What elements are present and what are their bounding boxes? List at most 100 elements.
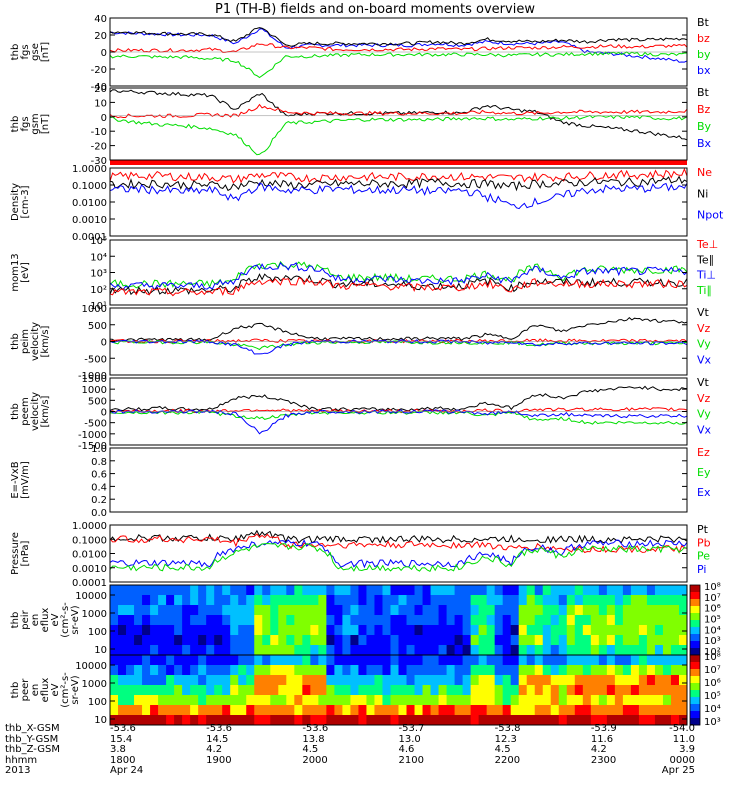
heatmap-cell: [214, 655, 223, 666]
heatmap-cell: [510, 665, 520, 676]
heatmap-cell: [350, 645, 359, 656]
panel-frame: [109, 239, 688, 306]
heatmap-cell: [406, 625, 416, 636]
heatmap-cell: [462, 645, 472, 656]
series-line-blue: [109, 261, 688, 291]
y-tick-label: 0: [101, 408, 107, 419]
heatmap-cell: [126, 685, 135, 696]
heatmap-cell: [598, 645, 608, 656]
heatmap-cell: [438, 635, 448, 646]
heatmap-cell: [654, 715, 664, 726]
heatmap-cell: [318, 665, 327, 676]
time-axis-value: -53.6: [110, 723, 136, 734]
heatmap-cell: [366, 625, 375, 636]
heatmap-cell: [486, 715, 496, 726]
colorbar-step: [690, 599, 700, 603]
heatmap-cell: [110, 685, 119, 696]
heatmap-cell: [534, 595, 544, 606]
heatmap-cell: [630, 625, 640, 636]
legend-entry: Vx: [697, 353, 712, 366]
heatmap-cell: [246, 595, 255, 606]
heatmap-cell: [574, 605, 584, 616]
heatmap-cell: [342, 705, 351, 716]
heatmap-cell: [654, 585, 664, 596]
heatmap-cell: [110, 585, 119, 596]
heatmap-cell: [206, 685, 215, 696]
heatmap-cell: [110, 675, 119, 686]
colorbar-step: [690, 651, 700, 656]
heatmap-cell: [214, 665, 223, 676]
y-tick-label: -40: [91, 82, 107, 93]
heatmap-cell: [326, 635, 335, 646]
heatmap-cell: [182, 685, 191, 696]
heatmap-cell: [446, 595, 456, 606]
y-tick-label: 0.0010: [72, 564, 107, 575]
heatmap-cell: [654, 705, 664, 716]
heatmap-cell: [678, 655, 688, 666]
heatmap-cell: [390, 625, 399, 636]
heatmap-cell: [670, 705, 680, 716]
heatmap-cell: [438, 705, 448, 716]
heatmap-cell: [118, 695, 127, 706]
heatmap-cell: [238, 595, 247, 606]
heatmap-cell: [494, 675, 504, 686]
y-axis-label: Pressure: [10, 532, 21, 575]
heatmap-cell: [262, 655, 271, 666]
heatmap-cell: [374, 715, 383, 726]
heatmap-cell: [398, 635, 408, 646]
heatmap-cell: [446, 675, 456, 686]
heatmap-cell: [382, 695, 391, 706]
y-axis-label: velocity: [30, 392, 41, 431]
heatmap-cell: [590, 675, 600, 686]
colorbar-step: [690, 700, 700, 705]
time-axis-row-label: hhmm: [5, 755, 37, 766]
heatmap-cell: [422, 605, 432, 616]
panel-p4: 10⁵ 10⁴ 10³ 10² 10¹ mom13 [eV] Te⊥ Te∥ Ti⊥ Ti∥: [10, 236, 718, 312]
heatmap-cell: [350, 615, 359, 626]
heatmap-cell: [510, 645, 520, 656]
heatmap-cell: [382, 605, 391, 616]
y-axis-label: [cm-3]: [20, 185, 31, 218]
heatmap-cell: [582, 635, 592, 646]
heatmap-cell: [198, 655, 207, 666]
legend-entry: Ni: [697, 187, 708, 200]
heatmap-cell: [262, 635, 271, 646]
heatmap-cell: [238, 675, 247, 686]
legend-p7: Ez Ey Ex: [697, 446, 711, 499]
heatmap-cell: [430, 625, 440, 636]
heatmap-cell: [598, 655, 608, 666]
y-axis-label: mom13: [10, 253, 21, 291]
heatmap-cell: [454, 705, 464, 716]
heatmap-cell: [198, 615, 207, 626]
heatmap-cell: [614, 685, 624, 696]
heatmap-cell: [478, 635, 488, 646]
heatmap-cell: [134, 675, 143, 686]
heatmap-cell: [422, 585, 432, 596]
heatmap-cell: [574, 715, 584, 726]
heatmap-cell: [334, 655, 343, 666]
heatmap-cell: [374, 665, 383, 676]
heatmap-cell: [438, 695, 448, 706]
heatmap-cell: [462, 665, 472, 676]
heatmap-cell: [374, 615, 383, 626]
heatmap-cell: [646, 645, 656, 656]
heatmap-cell: [670, 615, 680, 626]
heatmap-cell: [494, 655, 504, 666]
heatmap-cell: [542, 585, 552, 596]
heatmap-cell: [206, 615, 215, 626]
heatmap-cell: [510, 675, 520, 686]
heatmap-cell: [206, 645, 215, 656]
heatmap-cell: [526, 605, 536, 616]
time-axis-value: 11.6: [591, 734, 613, 745]
heatmap-cell: [614, 615, 624, 626]
heatmap-cell: [414, 595, 424, 606]
colorbar-tick-label: 10⁶: [704, 678, 721, 689]
heatmap-cell: [294, 675, 303, 686]
heatmap-cell: [542, 605, 552, 616]
heatmap-cell: [454, 625, 464, 636]
series-line-red: [109, 167, 688, 184]
heatmap-cell: [222, 715, 231, 726]
heatmap-cell: [446, 615, 456, 626]
heatmap-cell: [470, 685, 480, 696]
heatmap-cell: [494, 685, 504, 696]
